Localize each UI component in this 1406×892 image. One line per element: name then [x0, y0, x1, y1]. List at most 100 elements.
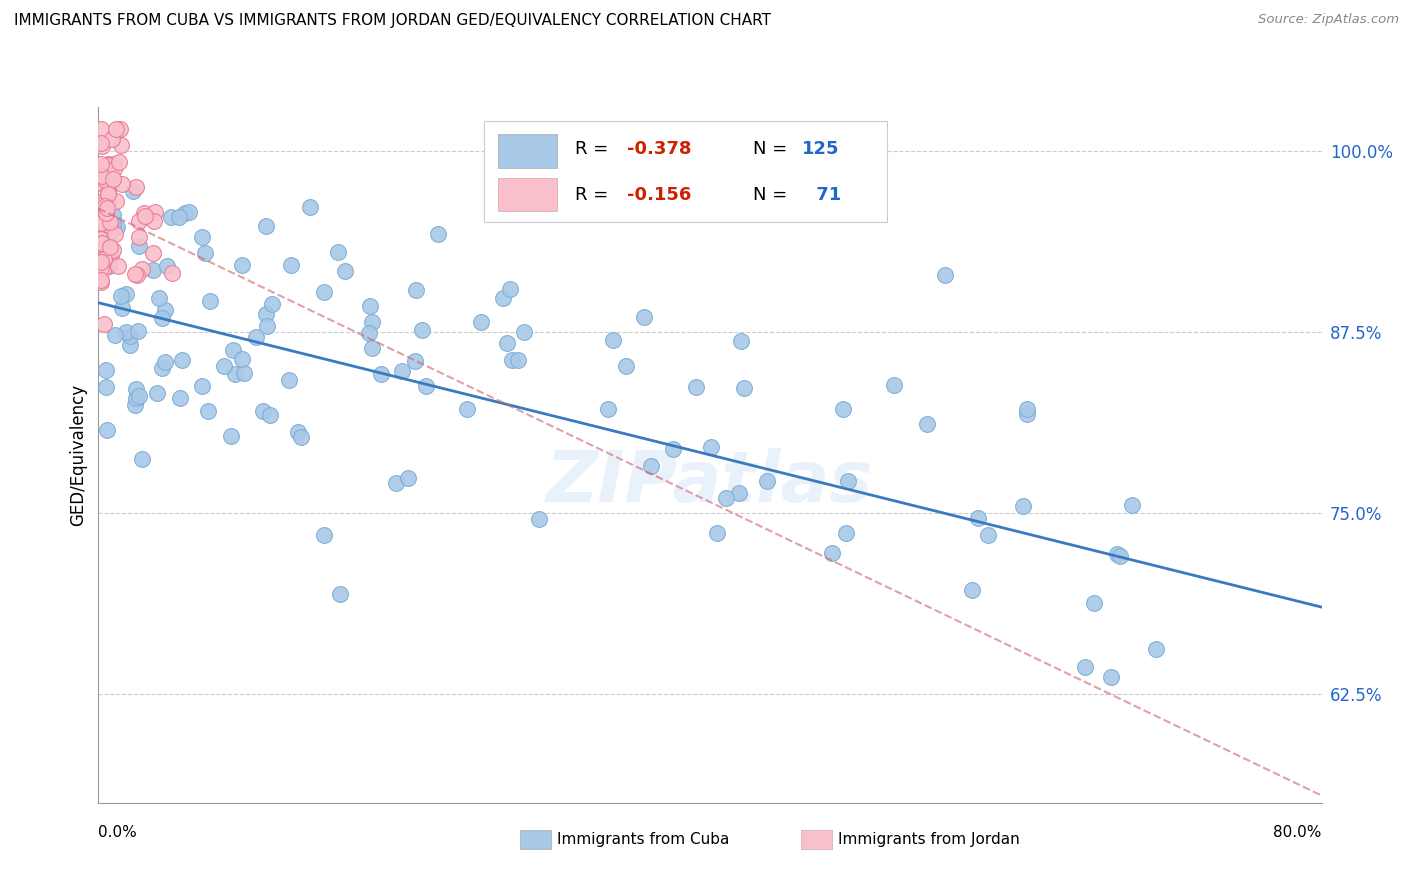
Text: 80.0%: 80.0% — [1274, 824, 1322, 839]
Point — [398, 471, 420, 485]
Point — [501, 352, 523, 367]
Point — [177, 205, 200, 219]
Point — [333, 264, 356, 278]
Point — [245, 330, 267, 344]
Point — [733, 380, 755, 394]
Point — [254, 307, 277, 321]
FancyBboxPatch shape — [498, 178, 557, 211]
Point — [1105, 547, 1128, 561]
Point — [94, 363, 117, 377]
Point — [934, 268, 956, 283]
Point — [93, 318, 115, 332]
Point — [91, 167, 114, 181]
Point — [97, 157, 120, 171]
Point — [194, 246, 217, 260]
Point — [411, 322, 433, 336]
Point — [977, 528, 1000, 542]
Point — [280, 258, 302, 272]
Point — [360, 342, 382, 356]
Point — [100, 177, 122, 191]
Point — [98, 169, 121, 183]
Point — [370, 367, 392, 381]
Point — [596, 402, 619, 417]
Point — [97, 186, 120, 200]
Point — [1099, 670, 1122, 684]
Point — [1011, 500, 1033, 514]
Point — [1074, 660, 1097, 674]
Point — [662, 442, 685, 456]
Text: ZIPatlas: ZIPatlas — [547, 449, 873, 517]
Point — [101, 218, 124, 232]
Point — [499, 283, 522, 297]
Point — [555, 191, 578, 205]
Point — [108, 155, 131, 169]
Point — [98, 194, 121, 209]
Point — [96, 230, 118, 244]
Point — [90, 273, 112, 287]
Point — [1109, 549, 1132, 564]
Point — [103, 157, 125, 171]
Point — [115, 325, 138, 339]
Point — [94, 161, 117, 176]
Point — [262, 297, 284, 311]
Point — [115, 287, 138, 301]
Point — [231, 352, 253, 367]
Point — [456, 402, 478, 417]
Point — [98, 219, 121, 234]
Point — [706, 526, 728, 541]
Point — [131, 261, 153, 276]
Point — [835, 526, 858, 541]
Point — [148, 291, 170, 305]
FancyBboxPatch shape — [498, 134, 557, 168]
Y-axis label: GED/Equivalency: GED/Equivalency — [69, 384, 87, 526]
Point — [97, 158, 120, 172]
Point — [191, 379, 214, 393]
Point — [143, 204, 166, 219]
Point — [90, 204, 112, 219]
Point — [359, 299, 381, 313]
Point — [821, 545, 844, 559]
Point — [96, 423, 118, 437]
Point — [728, 486, 751, 500]
Point — [128, 239, 150, 253]
Point — [90, 169, 112, 183]
Point — [134, 210, 156, 224]
Text: N =: N = — [752, 186, 793, 203]
Point — [90, 176, 112, 190]
Point — [128, 229, 150, 244]
Point — [197, 403, 219, 417]
Point — [93, 194, 115, 208]
Point — [259, 408, 281, 422]
Point — [633, 310, 655, 325]
Point — [90, 157, 112, 171]
Point — [212, 359, 235, 373]
Point — [160, 266, 183, 280]
Point — [91, 197, 114, 211]
Point — [287, 425, 309, 439]
Point — [506, 353, 529, 368]
Text: 125: 125 — [801, 140, 839, 158]
Point — [97, 187, 120, 202]
Point — [91, 202, 114, 217]
Point — [96, 159, 118, 173]
Point — [124, 392, 146, 406]
Point — [361, 316, 384, 330]
Point — [254, 219, 277, 233]
Point — [97, 228, 120, 243]
Point — [756, 474, 779, 488]
Point — [96, 171, 118, 186]
Point — [124, 398, 146, 412]
Point — [103, 161, 125, 176]
Point — [156, 259, 179, 273]
Point — [169, 210, 191, 224]
Point — [198, 293, 221, 308]
Text: -0.156: -0.156 — [627, 186, 692, 203]
Text: R =: R = — [575, 186, 614, 203]
Point — [94, 199, 117, 213]
Point — [142, 214, 165, 228]
Point — [94, 241, 117, 255]
Point — [426, 227, 449, 241]
Point — [104, 121, 127, 136]
Point — [94, 173, 117, 187]
Point — [1144, 642, 1167, 657]
